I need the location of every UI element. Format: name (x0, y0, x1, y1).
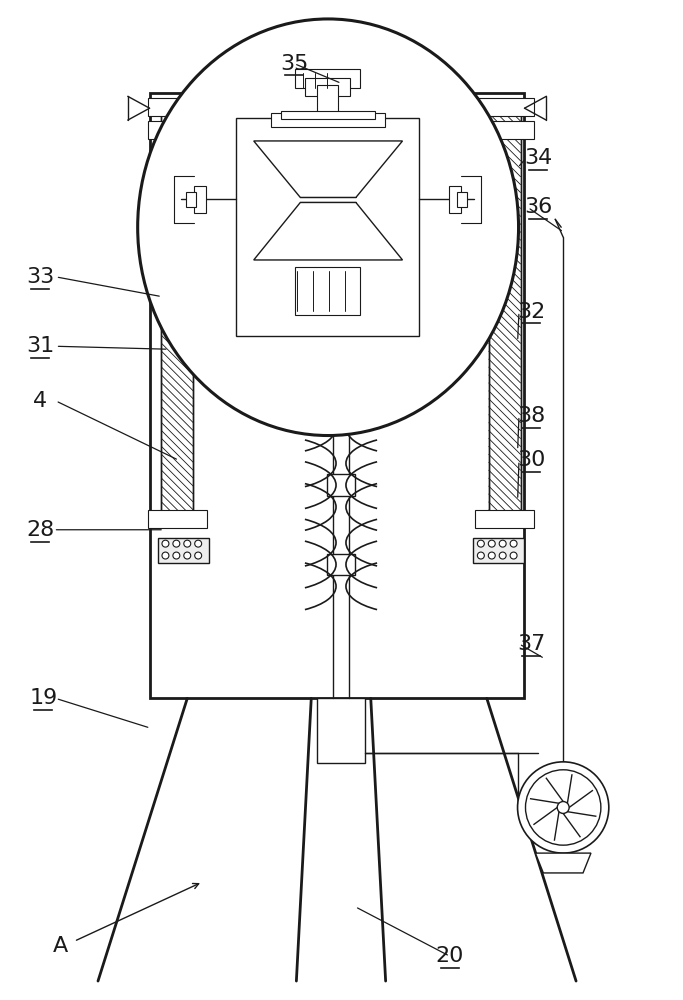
Bar (148, 121, 207, 139)
Circle shape (173, 552, 180, 559)
Text: 4: 4 (33, 391, 47, 411)
Text: 37: 37 (517, 634, 545, 654)
Circle shape (557, 802, 569, 813)
Bar (449, 186, 461, 213)
Circle shape (499, 552, 506, 559)
Bar (295, 69, 360, 88)
Polygon shape (535, 853, 591, 873)
Circle shape (510, 540, 517, 547)
Bar (270, 113, 385, 127)
Text: 19: 19 (29, 688, 57, 708)
Bar (327, 157, 355, 179)
Text: 31: 31 (26, 336, 54, 356)
Circle shape (184, 540, 191, 547)
Circle shape (488, 540, 495, 547)
Circle shape (162, 540, 169, 547)
Bar (327, 554, 355, 575)
Bar (327, 316, 355, 337)
Bar (236, 118, 419, 336)
Bar (295, 267, 360, 315)
Text: 30: 30 (517, 450, 545, 470)
Bar (186, 192, 196, 207)
Circle shape (173, 540, 180, 547)
Text: 35: 35 (280, 54, 308, 74)
Polygon shape (253, 141, 402, 197)
Bar (150, 93, 525, 698)
Circle shape (488, 552, 495, 559)
Circle shape (499, 540, 506, 547)
Text: A: A (53, 936, 68, 956)
Ellipse shape (138, 19, 518, 436)
Bar (305, 78, 350, 96)
Bar (161, 113, 193, 525)
Polygon shape (253, 202, 402, 260)
Circle shape (477, 552, 484, 559)
Bar (327, 395, 355, 417)
Circle shape (477, 540, 484, 547)
Bar (457, 192, 467, 207)
Bar (317, 698, 365, 763)
Text: 32: 32 (517, 302, 545, 322)
Bar (475, 98, 534, 116)
Bar (158, 538, 209, 563)
Bar (281, 111, 375, 119)
Bar (161, 113, 193, 525)
Bar (317, 85, 338, 117)
Bar (475, 510, 534, 528)
Text: 36: 36 (524, 197, 552, 217)
Text: 38: 38 (517, 406, 545, 426)
Bar (473, 538, 525, 563)
Bar (489, 113, 520, 525)
Bar (489, 113, 520, 525)
Circle shape (195, 552, 201, 559)
Circle shape (525, 770, 601, 845)
Bar (148, 510, 207, 528)
Circle shape (162, 552, 169, 559)
Bar (327, 474, 355, 496)
Bar (327, 236, 355, 258)
Circle shape (184, 552, 191, 559)
Circle shape (510, 552, 517, 559)
Text: 34: 34 (524, 148, 552, 168)
Text: 28: 28 (26, 520, 54, 540)
Bar (194, 186, 206, 213)
Circle shape (518, 762, 609, 853)
Circle shape (195, 540, 201, 547)
Bar (148, 98, 207, 116)
Text: 20: 20 (436, 946, 464, 966)
Text: 33: 33 (26, 267, 54, 287)
Bar (475, 121, 534, 139)
